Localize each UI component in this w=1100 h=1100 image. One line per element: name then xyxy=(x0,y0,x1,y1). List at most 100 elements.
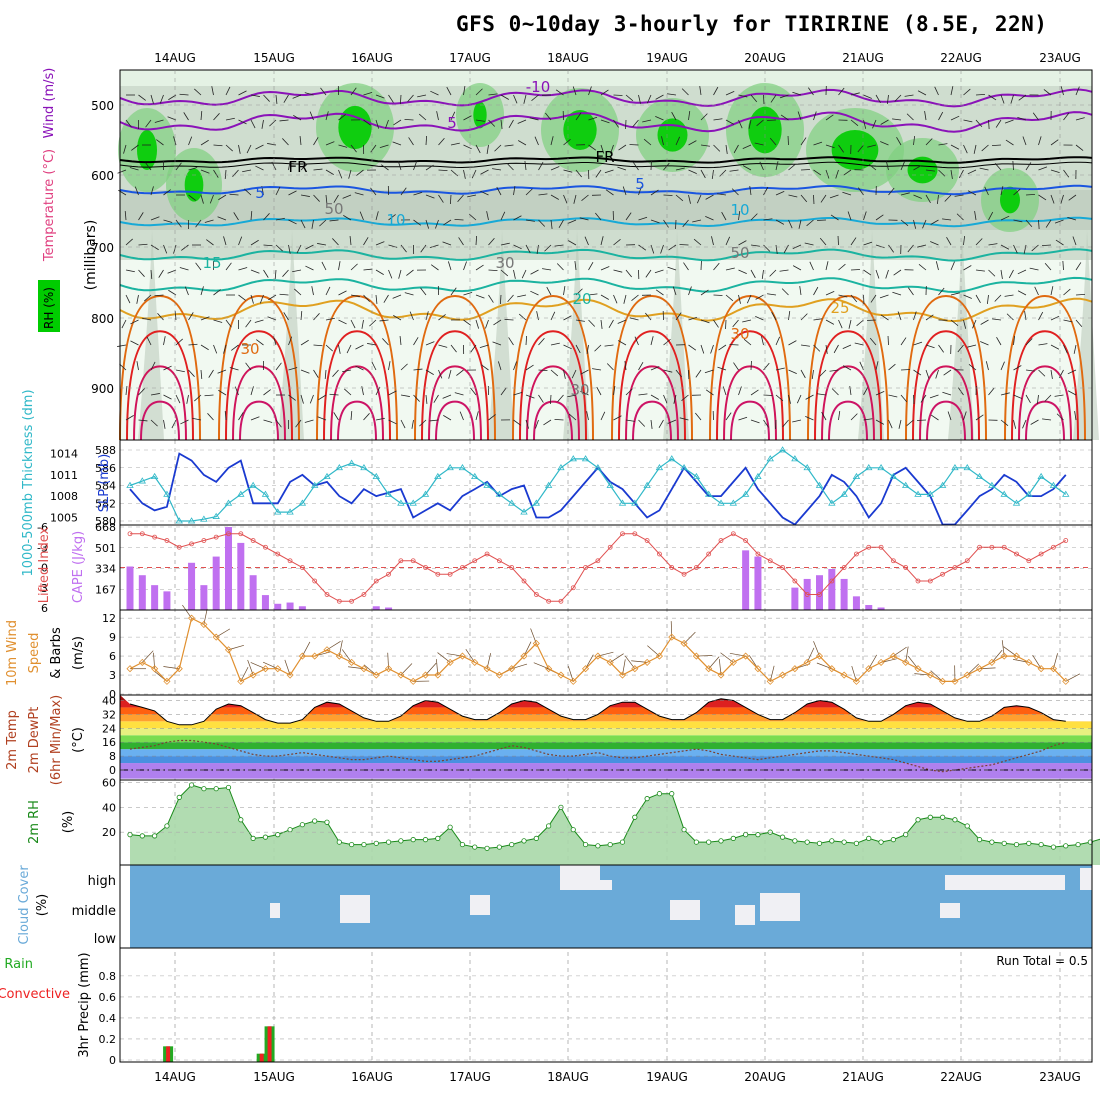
wind-barb xyxy=(1008,269,1014,279)
wind-barb xyxy=(713,118,723,121)
wind-barb xyxy=(713,144,721,152)
rh-point xyxy=(176,794,182,800)
contour-arch xyxy=(625,365,679,441)
wind-barb xyxy=(579,217,589,221)
li-point xyxy=(644,538,650,543)
wind-barb xyxy=(338,144,348,148)
slp-frame xyxy=(119,439,1093,526)
li-tick-label: -3 xyxy=(37,541,48,554)
wind-barb xyxy=(168,94,177,101)
rh-point xyxy=(878,839,884,845)
wind-barb xyxy=(600,144,605,154)
wind-speed-point xyxy=(791,665,799,673)
wind-barb xyxy=(975,93,986,96)
wind-barb-10m xyxy=(523,641,532,657)
wind-speed-point xyxy=(803,658,811,666)
wind-barb xyxy=(1034,286,1039,296)
wind-barb xyxy=(392,141,402,146)
wind-barb xyxy=(1043,89,1052,96)
wind-barb xyxy=(625,212,632,221)
wind-barb xyxy=(213,319,223,323)
contour-arch xyxy=(814,330,882,441)
wind-barb xyxy=(225,144,233,152)
contour-5 xyxy=(119,184,1093,196)
wind-barb xyxy=(925,314,934,321)
li-point xyxy=(1026,558,1032,564)
wind-barb xyxy=(596,386,602,396)
wind-barb xyxy=(300,339,309,346)
wind-barb xyxy=(250,94,260,97)
wind-barb xyxy=(438,194,444,203)
wind-barb xyxy=(233,212,239,221)
wind-barb xyxy=(459,411,464,421)
thickness-point xyxy=(507,499,516,506)
wind-barb xyxy=(1023,244,1027,254)
wind-barb xyxy=(633,162,639,171)
wind-barb xyxy=(1041,244,1052,247)
cape-bar xyxy=(298,606,306,610)
wind-barb xyxy=(454,392,464,396)
wind-barb xyxy=(1060,194,1064,204)
wind-barb xyxy=(600,236,604,246)
wind-barb xyxy=(420,244,427,253)
wind-speed-point xyxy=(594,652,602,660)
cloud-bg xyxy=(130,865,1092,948)
wind-barb xyxy=(1012,160,1014,171)
wind-barb xyxy=(508,119,514,128)
wind-barb xyxy=(850,413,858,421)
wind-barb xyxy=(1055,239,1064,246)
wind-barb xyxy=(880,314,889,321)
wind-barb xyxy=(488,294,494,303)
thickness-point xyxy=(237,490,245,497)
wind-barb xyxy=(888,363,896,371)
wind-barb xyxy=(775,367,785,371)
wind-barb xyxy=(513,215,522,221)
wind-barb xyxy=(158,269,164,278)
wind-barb xyxy=(1000,186,1004,196)
wind-speed-point xyxy=(471,658,479,666)
thickness-point xyxy=(458,463,467,471)
wind-barb xyxy=(988,211,994,221)
contour-20 xyxy=(119,276,1093,294)
slp-tick-label: 1005 xyxy=(50,511,78,524)
contour-10 xyxy=(119,216,1093,228)
rh-point xyxy=(435,835,441,841)
wind-barb xyxy=(145,119,152,128)
wind-barb xyxy=(349,236,352,246)
wind-barb xyxy=(968,364,977,371)
wind-barb xyxy=(436,111,439,121)
wind-speed-point xyxy=(126,665,134,673)
wind-barb xyxy=(513,244,522,250)
contour-arch xyxy=(428,365,482,441)
wind-barb xyxy=(313,137,319,146)
wind-barb xyxy=(725,119,735,125)
contour-arch xyxy=(533,400,573,441)
ylabel-speed: Speed xyxy=(27,633,42,674)
wind-barb xyxy=(363,268,373,271)
wind-speed-point xyxy=(902,658,910,666)
wind-barb xyxy=(1024,311,1027,321)
wind-barb-10m xyxy=(437,652,451,663)
li-point xyxy=(127,531,133,537)
wind-barb xyxy=(875,269,880,279)
cape-bar xyxy=(852,596,860,610)
wind-barb-10m xyxy=(240,666,249,682)
wind-barb xyxy=(858,187,864,196)
wind-barb xyxy=(311,219,314,229)
wind-barb xyxy=(942,391,952,396)
wind-barb xyxy=(671,111,677,121)
cloud-block xyxy=(760,893,800,921)
wind-speed-point xyxy=(532,639,540,648)
wind-speed-point xyxy=(828,665,836,673)
thickness-point xyxy=(803,463,811,471)
wind-barb xyxy=(525,394,535,399)
ylabel-cloud-unit: (%) xyxy=(35,894,50,917)
wind-barb xyxy=(813,344,821,352)
wind-barb xyxy=(1063,344,1068,354)
rh-point xyxy=(632,814,638,820)
wind-barb xyxy=(296,244,302,254)
wind-barb xyxy=(950,86,954,96)
thickness-point xyxy=(126,481,134,488)
wind-barb xyxy=(600,319,603,329)
wind-barb xyxy=(300,219,306,229)
